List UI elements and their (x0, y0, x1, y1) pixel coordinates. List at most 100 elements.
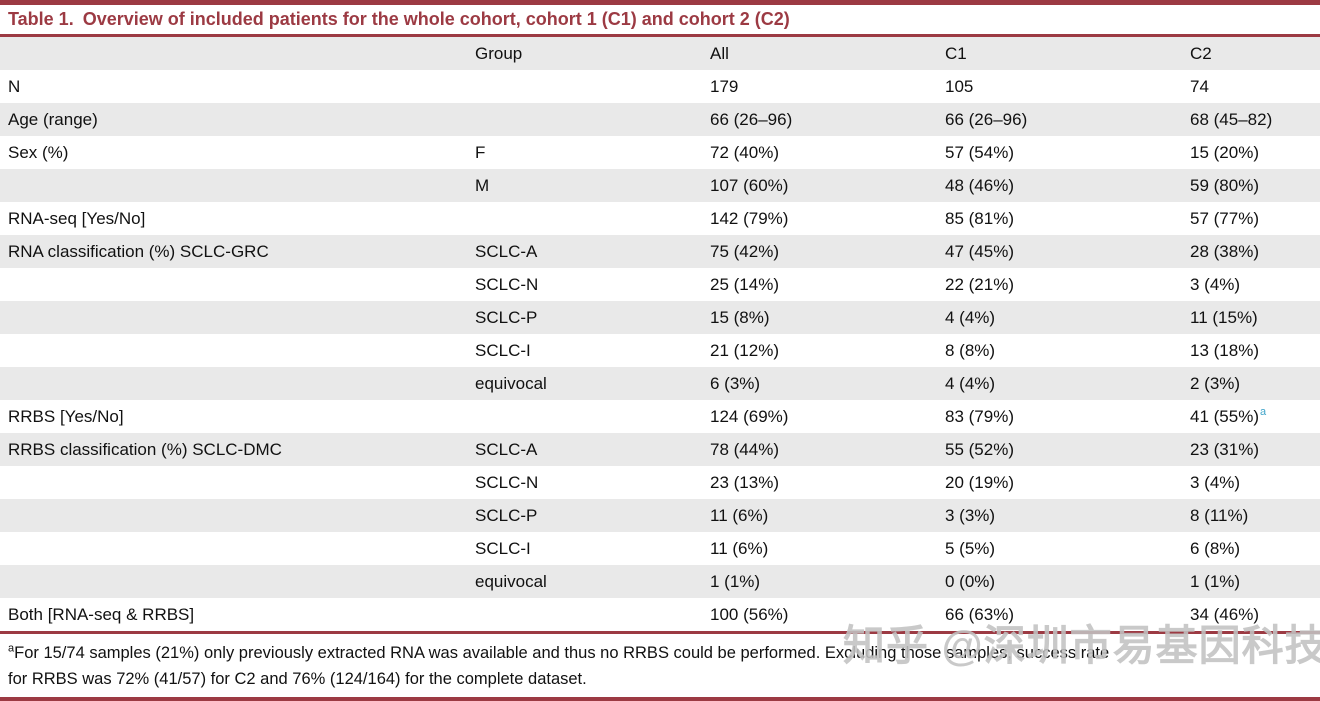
table-row: RRBS classification (%) SCLC-DMC SCLC-A 78… (0, 433, 1320, 466)
group-cell: equivocal (475, 367, 710, 400)
row-label-cell (0, 532, 475, 565)
row-label-cell (0, 367, 475, 400)
row-label-cell: Sex (%) (0, 136, 475, 169)
footnote-line-2: for RRBS was 72% (41/57) for C2 and 76% … (8, 670, 587, 688)
group-cell: SCLC-N (475, 466, 710, 499)
table-row: M 107 (60%) 48 (46%) 59 (80%) (0, 169, 1320, 202)
value-cell-all: 100 (56%) (710, 598, 945, 631)
value-cell-c1: 47 (45%) (945, 235, 1190, 268)
group-cell (475, 103, 710, 136)
table-row: RNA-seq [Yes/No] 142 (79%) 85 (81%) 57 (77%… (0, 202, 1320, 235)
value-cell-c1: 48 (46%) (945, 169, 1190, 202)
top-accent-bar (0, 0, 1320, 5)
row-label-cell: Both [RNA-seq & RRBS] (0, 598, 475, 631)
group-cell: SCLC-P (475, 301, 710, 334)
table-row: equivocal 1 (1%) 0 (0%) 1 (1%) (0, 565, 1320, 598)
group-cell: SCLC-I (475, 334, 710, 367)
value-cell-all: 6 (3%) (710, 367, 945, 400)
value-cell-c1: 4 (4%) (945, 301, 1190, 334)
row-label-cell (0, 466, 475, 499)
value-cell-c2: 57 (77%) (1190, 202, 1320, 235)
group-cell: SCLC-P (475, 499, 710, 532)
title-divider-rule (0, 34, 1320, 37)
group-cell: SCLC-A (475, 433, 710, 466)
value-cell-c1: 8 (8%) (945, 334, 1190, 367)
group-cell: SCLC-I (475, 532, 710, 565)
value-cell-c2: 68 (45–82) (1190, 103, 1320, 136)
value-cell-all: 124 (69%) (710, 400, 945, 433)
value-cell-c1: 4 (4%) (945, 367, 1190, 400)
value-cell-c2: 13 (18%) (1190, 334, 1320, 367)
value-cell-c1: C1 (945, 37, 1190, 70)
value-cell-c2: 23 (31%) (1190, 433, 1320, 466)
group-cell: equivocal (475, 565, 710, 598)
group-cell (475, 202, 710, 235)
table-number-label: Table 1. (8, 9, 74, 29)
value-cell-c1: 0 (0%) (945, 565, 1190, 598)
value-cell-c1: 57 (54%) (945, 136, 1190, 169)
group-cell: F (475, 136, 710, 169)
row-label-cell: RNA-seq [Yes/No] (0, 202, 475, 235)
table-header-row: Group All C1 C2 (0, 37, 1320, 70)
patient-overview-table: Group All C1 C2 N 179 105 74 Age (range) 66 (26–9… (0, 37, 1320, 631)
row-label-cell: RRBS classification (%) SCLC-DMC (0, 433, 475, 466)
footnote-line-1: For 15/74 samples (21%) only previously … (14, 644, 1110, 662)
table-title-text: Overview of included patients for the wh… (82, 9, 790, 29)
value-cell-all: 11 (6%) (710, 532, 945, 565)
table-row: Sex (%) F 72 (40%) 57 (54%) 15 (20%) (0, 136, 1320, 169)
value-cell-c1: 20 (19%) (945, 466, 1190, 499)
value-cell-c2: C2 (1190, 37, 1320, 70)
value-cell-all: 142 (79%) (710, 202, 945, 235)
value-cell-all: 1 (1%) (710, 565, 945, 598)
table-row: Age (range) 66 (26–96) 66 (26–96) 68 (45–82… (0, 103, 1320, 136)
value-cell-all: 15 (8%) (710, 301, 945, 334)
value-cell-all: 21 (12%) (710, 334, 945, 367)
value-cell-c1: 66 (26–96) (945, 103, 1190, 136)
table-row: N 179 105 74 (0, 70, 1320, 103)
value-cell-c2: 74 (1190, 70, 1320, 103)
table-row: SCLC-I 11 (6%) 5 (5%) 6 (8%) (0, 532, 1320, 565)
row-label-cell (0, 37, 475, 70)
value-cell-all: 72 (40%) (710, 136, 945, 169)
value-cell-c1: 83 (79%) (945, 400, 1190, 433)
table-row: SCLC-N 23 (13%) 20 (19%) 3 (4%) (0, 466, 1320, 499)
value-cell-c2: 2 (3%) (1190, 367, 1320, 400)
value-cell-c2: 34 (46%) (1190, 598, 1320, 631)
group-cell: M (475, 169, 710, 202)
group-cell: SCLC-N (475, 268, 710, 301)
value-cell-all: 66 (26–96) (710, 103, 945, 136)
value-cell-c1: 85 (81%) (945, 202, 1190, 235)
value-cell-c1: 66 (63%) (945, 598, 1190, 631)
table-row: equivocal 6 (3%) 4 (4%) 2 (3%) (0, 367, 1320, 400)
value-cell-all: 25 (14%) (710, 268, 945, 301)
value-cell-c2: 11 (15%) (1190, 301, 1320, 334)
value-cell-c2: 41 (55%)a (1190, 400, 1320, 433)
table-row: Both [RNA-seq & RRBS] 100 (56%) 66 (63%) 34… (0, 598, 1320, 631)
table-bottom-rule (0, 631, 1320, 634)
value-cell-c2: 15 (20%) (1190, 136, 1320, 169)
value-cell-c1: 105 (945, 70, 1190, 103)
value-cell-all: 179 (710, 70, 945, 103)
group-cell (475, 598, 710, 631)
row-label-cell (0, 499, 475, 532)
row-label-cell: Age (range) (0, 103, 475, 136)
value-cell-all: 23 (13%) (710, 466, 945, 499)
table-row: SCLC-I 21 (12%) 8 (8%) 13 (18%) (0, 334, 1320, 367)
value-cell-all: 11 (6%) (710, 499, 945, 532)
row-label-cell (0, 301, 475, 334)
value-cell-c1: 3 (3%) (945, 499, 1190, 532)
row-label-cell: N (0, 70, 475, 103)
value-cell-all: All (710, 37, 945, 70)
value-cell-all: 75 (42%) (710, 235, 945, 268)
table-row: RRBS [Yes/No] 124 (69%) 83 (79%) 41 (55%)a (0, 400, 1320, 433)
value-cell-all: 107 (60%) (710, 169, 945, 202)
value-cell-c2: 8 (11%) (1190, 499, 1320, 532)
row-label-cell (0, 565, 475, 598)
group-cell: SCLC-A (475, 235, 710, 268)
value-cell-c1: 5 (5%) (945, 532, 1190, 565)
value-cell-c1: 55 (52%) (945, 433, 1190, 466)
value-cell-c2: 28 (38%) (1190, 235, 1320, 268)
value-cell-c2: 59 (80%) (1190, 169, 1320, 202)
footnote-ref-a: a (1259, 405, 1267, 418)
